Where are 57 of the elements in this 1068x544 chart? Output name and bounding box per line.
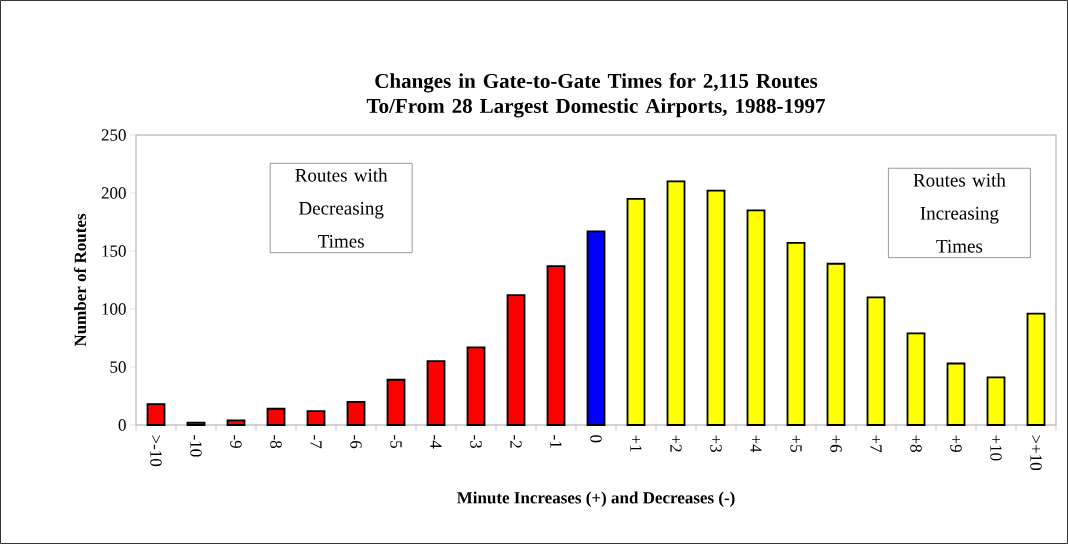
x-tick-label: -9 [230,435,242,449]
y-tick-label: 200 [101,187,126,199]
x-tick-label: -5 [390,435,402,449]
x-tick-label: -1 [550,435,562,448]
x-tick-label: -8 [270,435,282,449]
y-tick-label: 250 [101,129,126,141]
bar [866,296,886,426]
bar [906,332,926,426]
x-tick-label: >+10 [1030,435,1042,471]
bar [746,209,766,426]
y-tick-label: 100 [102,303,126,315]
bar [186,421,206,426]
x-tick-label: +8 [910,435,922,452]
x-tick-label: -4 [430,435,442,449]
bar [146,403,166,426]
bar [226,419,246,426]
annotation: Routes with Increasing Times [913,173,1006,253]
y-tick-label: 150 [102,245,126,257]
x-tick-label: +2 [670,435,682,452]
bar [586,230,606,426]
y-tick-label: 0 [118,419,126,431]
x-tick-label: +10 [990,435,1002,461]
x-tick-label: -7 [310,435,322,449]
bar [386,378,406,426]
x-tick-label: -3 [470,435,482,449]
x-tick-label: +7 [870,435,882,453]
y-axis-title: Number of Routes [73,213,87,347]
x-tick-label: +3 [710,435,722,452]
bar [786,241,806,426]
bar [706,189,726,426]
bar [946,362,966,426]
x-tick-label: >-10 [150,435,162,467]
x-tick-label: +4 [750,435,762,453]
bar [626,197,646,426]
bar [666,180,686,426]
x-tick-label: -6 [350,435,362,449]
x-tick-label: -10 [190,435,202,457]
bar [1026,312,1046,426]
bar [986,376,1006,426]
bar [306,410,326,426]
bar [426,360,446,426]
x-tick-label: 0 [590,435,602,443]
x-tick-label: +6 [830,435,842,453]
bar [546,265,566,426]
x-tick-label: -2 [510,435,522,448]
bar [506,294,526,426]
x-axis-title: Minute Increases (+) and Decreases (-) [456,491,735,507]
bar [466,346,486,426]
x-tick-label: +9 [950,435,962,452]
bar [826,262,846,426]
bar [346,400,366,426]
y-tick-label: 50 [110,361,126,373]
x-tick-label: +5 [790,435,802,452]
x-tick-label: +1 [630,435,642,452]
chart-title: Changes in Gate-to-Gate Times for 2,115 Routes To/From 28 Largest Domestic Airports, 1988-1997 [366,73,825,118]
annotation: Routes with Decreasing Times [295,168,388,248]
bar [266,407,286,426]
